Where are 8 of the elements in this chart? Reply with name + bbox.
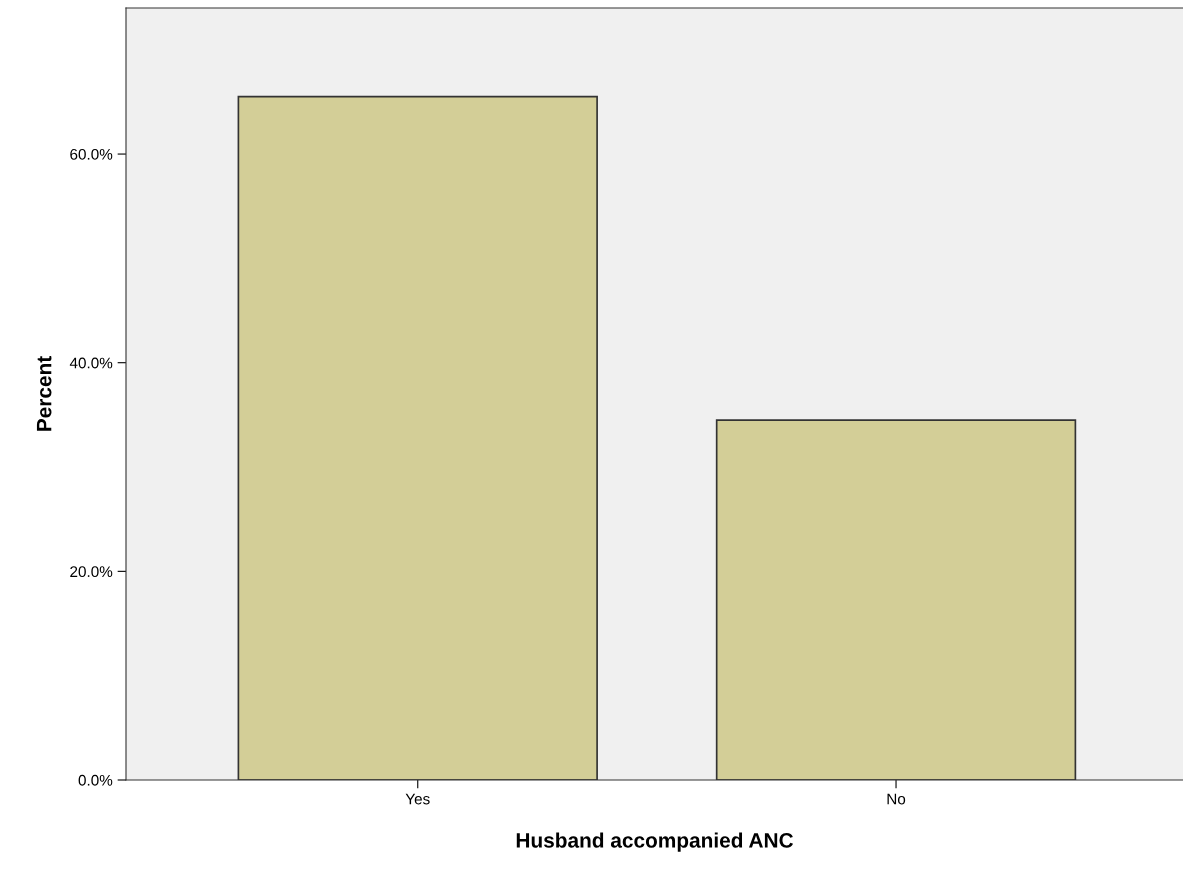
x-tick-label: Yes [405,793,430,805]
y-axis-title: Percent [36,356,52,431]
y-tick-label: 0.0% [78,774,113,786]
x-tick-label: No [887,793,906,805]
y-tick-label: 60.0% [70,148,113,160]
x-axis-title: Husband accompanied ANC [516,832,794,852]
y-tick-label: 20.0% [70,566,113,578]
y-tick-label: 40.0% [69,357,113,369]
